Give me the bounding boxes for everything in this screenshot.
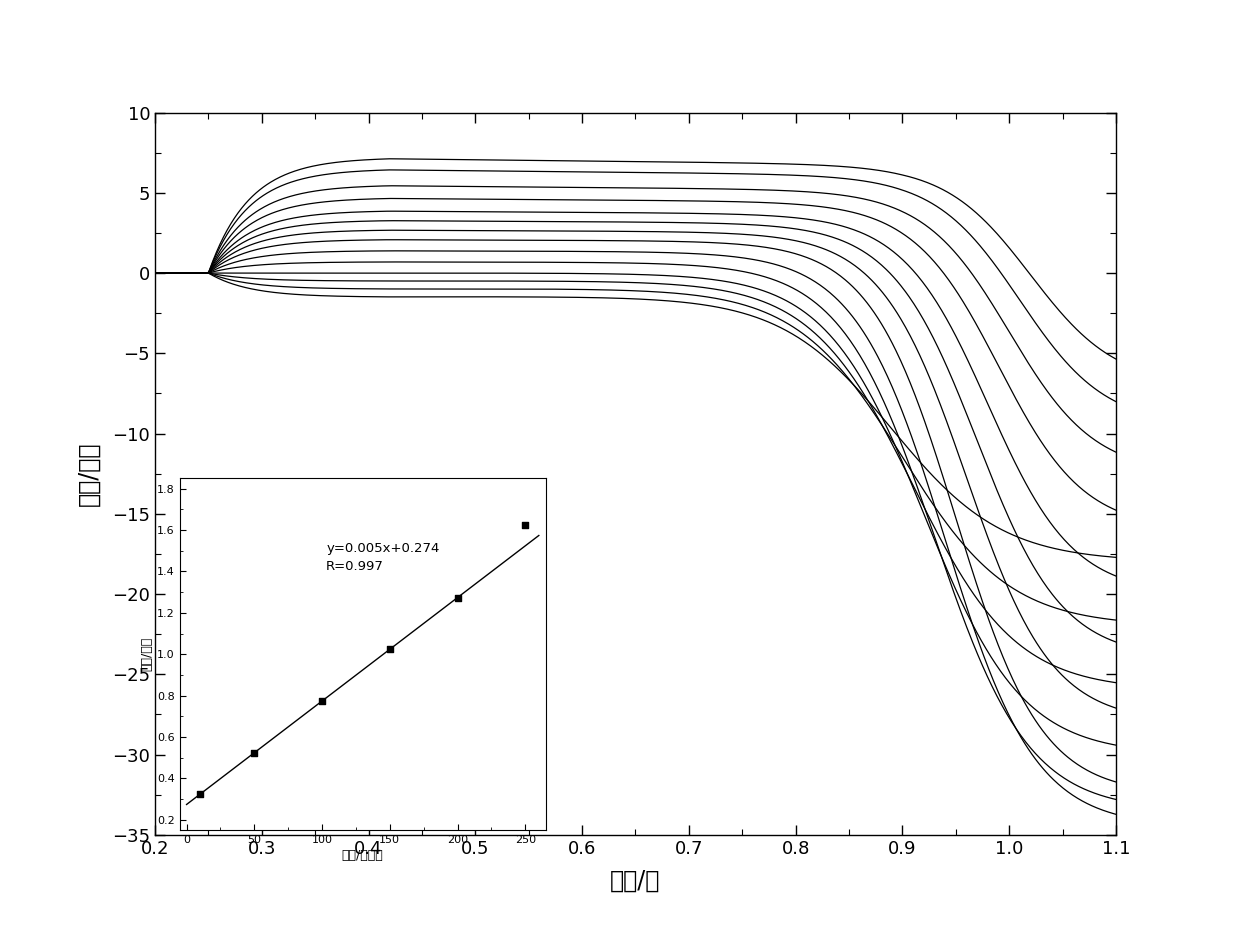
Point xyxy=(312,693,332,708)
Point xyxy=(448,590,467,605)
X-axis label: 浓度/纳摩尔: 浓度/纳摩尔 xyxy=(342,849,383,862)
Point xyxy=(516,518,536,533)
Y-axis label: 电流/微安: 电流/微安 xyxy=(77,442,100,506)
Y-axis label: 电流/微安: 电流/微安 xyxy=(140,637,153,672)
Point xyxy=(379,642,399,657)
X-axis label: 电压/伏: 电压/伏 xyxy=(610,869,661,893)
Point xyxy=(190,787,210,802)
Point xyxy=(244,745,264,760)
Text: y=0.005x+0.274
R=0.997: y=0.005x+0.274 R=0.997 xyxy=(326,542,439,573)
